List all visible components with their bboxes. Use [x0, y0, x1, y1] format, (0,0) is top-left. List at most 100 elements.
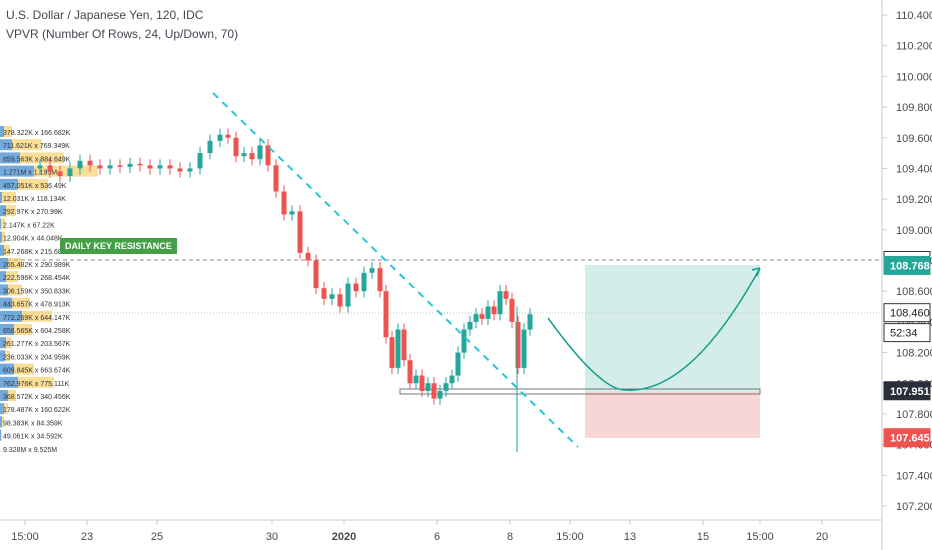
candle-body — [337, 294, 343, 307]
price-badge — [883, 323, 931, 343]
candle-body — [157, 165, 163, 169]
volume-profile-label: 306.159K x 350.833K — [3, 288, 71, 295]
candle-body — [369, 268, 375, 273]
candle-body — [47, 165, 53, 172]
volume-profile-label: 147.268K x 215.684K — [3, 249, 71, 256]
time-tick-label: 20 — [816, 531, 828, 543]
price-tick-label: 109.400 — [896, 163, 932, 175]
price-badge-label: 108.460 — [890, 308, 930, 320]
candle-body — [383, 291, 389, 338]
price-badge-label: 107.645 — [890, 433, 930, 445]
indicator-label: VPVR (Number Of Rows, 24, Up/Down, 70) — [6, 27, 239, 41]
candle-body — [467, 321, 473, 330]
candle-body — [273, 165, 279, 192]
support-box — [399, 388, 761, 395]
candle-body — [377, 268, 383, 292]
candle-body — [491, 306, 497, 315]
time-tick-label: 6 — [434, 531, 440, 543]
volume-profile-label: 772.269K x 644.147K — [3, 315, 71, 322]
candle-body — [207, 140, 213, 154]
price-badge — [883, 255, 931, 275]
candle-body — [509, 298, 515, 322]
time-tick-label: 8 — [507, 531, 513, 543]
volume-profile-label: 457.051K x 536.49K — [3, 183, 67, 190]
time-axis: 15:00 23 25 30 2020 6 8 15:00 13 15 15:00 20 — [11, 520, 828, 543]
volume-profile-label: 378.322K x 166.682K — [3, 130, 71, 137]
candle-body — [461, 329, 467, 353]
time-tick-label: 25 — [151, 531, 163, 543]
candle-body — [241, 153, 247, 157]
price-badge-label: 107.951 — [890, 386, 930, 398]
volume-profile-label: 261.277K x 203.567K — [3, 341, 71, 348]
projection-curve — [547, 267, 761, 391]
volume-profile-label: 12.031K x 118.134K — [3, 196, 66, 203]
volume-profile-label: 609.845K x 663.674K — [3, 368, 71, 375]
arrowhead-icon — [751, 267, 761, 277]
price-tick-label: 110.200 — [896, 41, 932, 53]
candle-body — [249, 153, 255, 160]
volume-profile-label: 859.563K x 884.649K — [3, 156, 71, 163]
volume-profile-label: 368.572K x 340.456K — [3, 394, 71, 401]
candle-body — [289, 211, 295, 215]
candle-body — [217, 134, 223, 141]
candle-body — [197, 153, 203, 169]
price-tick-label: 108.200 — [896, 348, 932, 360]
candle-body — [177, 168, 183, 172]
time-tick-label: 23 — [81, 531, 93, 543]
volume-profile-label: 265.482K x 290.989K — [3, 262, 71, 269]
time-tick-label: 15 — [697, 531, 709, 543]
volume-profile-label: 2.147K x 67.22K — [3, 222, 55, 229]
candle-body — [97, 165, 103, 169]
candle-body — [407, 360, 413, 384]
volume-profile-label: 292.97K x 270.99K — [3, 209, 63, 216]
candles — [37, 128, 533, 453]
candle-body — [297, 211, 303, 253]
candle-body — [67, 168, 73, 177]
candle-body — [515, 321, 521, 368]
candle-body — [329, 294, 335, 299]
candle-body — [443, 383, 449, 391]
price-tick-label: 107.200 — [896, 501, 932, 513]
price-tick-label: 107.400 — [896, 470, 932, 482]
candle-body — [413, 375, 419, 384]
candle-body — [353, 283, 359, 292]
candle-body — [455, 352, 461, 376]
time-tick-label: 13 — [624, 531, 636, 543]
volume-profile-label: 656.565K x 604.258K — [3, 328, 71, 335]
candle-body — [321, 288, 327, 299]
time-tick-label: 15:00 — [556, 531, 584, 543]
price-badge — [883, 428, 931, 448]
candle-body — [137, 163, 143, 166]
volume-profile-label: 443.657K x 478.913K — [3, 302, 71, 309]
price-tick-label: 110.000 — [896, 71, 932, 83]
trendline[interactable] — [212, 92, 579, 448]
candle-body — [425, 383, 431, 391]
candle-body — [107, 165, 113, 169]
candle-body — [225, 134, 231, 138]
volume-profile-label: 178.487K x 160.622K — [3, 407, 71, 414]
candle-body — [449, 375, 455, 384]
price-badge-label: 108.768 — [890, 260, 930, 272]
candle-body — [503, 291, 509, 299]
volume-profile-label: 12.904K x 44.048K — [3, 236, 63, 243]
price-badge — [883, 303, 931, 323]
volume-profile: 378.322K x 166.682K 711.621K x 769.349K 85… — [0, 126, 98, 454]
candle-body — [389, 337, 395, 368]
candle-body — [395, 329, 401, 368]
volume-profile-label: 236.033K x 204.959K — [3, 354, 71, 361]
candle-body — [345, 283, 351, 307]
time-tick-label: 2020 — [332, 531, 356, 543]
volume-profile-label: 1.271M x 1.195M — [3, 170, 57, 177]
candle-body — [257, 145, 263, 160]
price-tick-label: 110.400 — [896, 10, 932, 22]
price-tick-label: 109.800 — [896, 102, 932, 114]
daily-key-resistance-label: DAILY KEY RESISTANCE — [60, 238, 177, 254]
candle-body — [431, 383, 437, 399]
candle-body — [37, 165, 43, 169]
candle-body — [361, 272, 367, 292]
volume-profile-label: 711.621K x 769.349K — [3, 143, 70, 150]
time-tick-label: 15:00 — [11, 531, 39, 543]
price-badge — [883, 381, 931, 401]
